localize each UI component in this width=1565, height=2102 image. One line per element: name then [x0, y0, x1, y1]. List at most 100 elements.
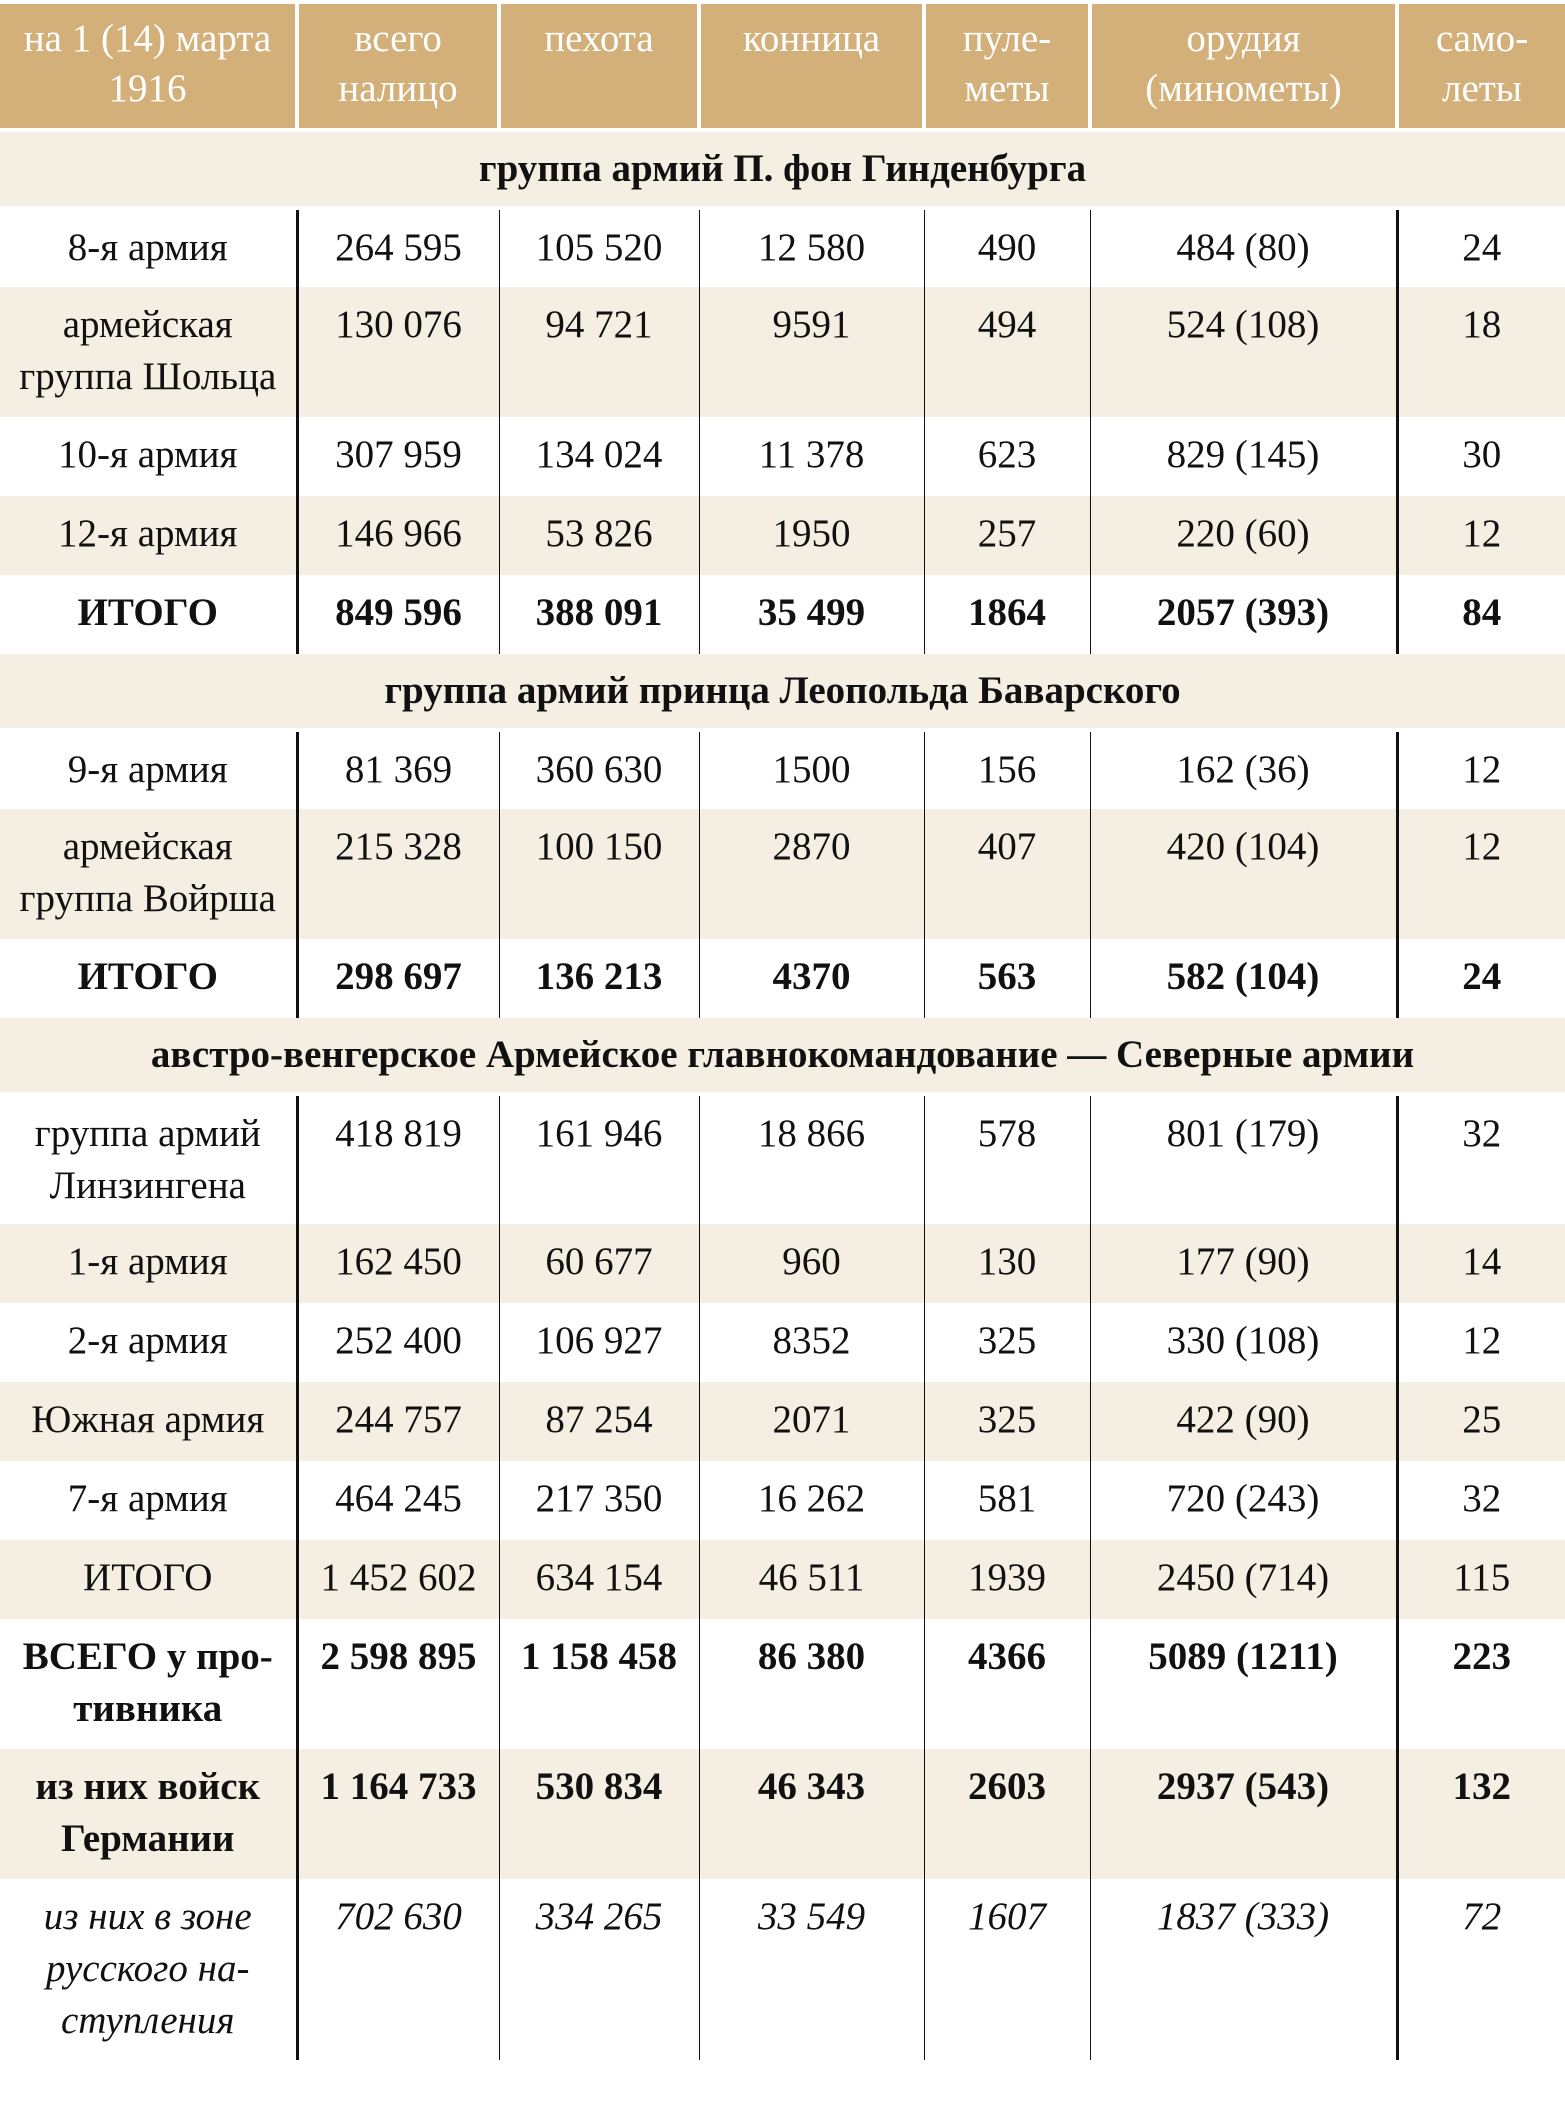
cell-cavalry: 12 580 — [698, 208, 924, 287]
header-date: на 1 (14) марта 1916 — [0, 4, 297, 130]
cell-cavalry: 9591 — [698, 287, 924, 417]
cell-aircraft: 30 — [1395, 417, 1565, 496]
header-row: на 1 (14) марта 1916 всего налицо пехота… — [0, 4, 1565, 130]
cell-infantry: 100 150 — [498, 809, 699, 939]
cell-guns: 220 (60) — [1089, 496, 1397, 575]
row-label: 1-я армия — [0, 1224, 297, 1303]
cell-guns: 801 (179) — [1089, 1094, 1397, 1224]
cell-guns: 524 (108) — [1089, 287, 1397, 417]
cell-guns: 420 (104) — [1089, 809, 1397, 939]
row-label: 2-я армия — [67, 1319, 228, 1362]
cell-cavalry: 11 378 — [698, 417, 924, 496]
row-label: ИТОГО — [77, 591, 218, 634]
cell-cavalry: 1500 — [698, 730, 924, 809]
table-row: армейская группа Войрша 215 328 100 150 287… — [0, 809, 1565, 939]
cell-guns: 162 (36) — [1089, 730, 1397, 809]
cell-infantry: 217 350 — [498, 1461, 699, 1540]
cell-guns: 582 (104) — [1089, 939, 1397, 1018]
cell-total: 702 630 — [295, 1879, 499, 2060]
cell-infantry: 634 154 — [498, 1540, 699, 1619]
cell-guns: 330 (108) — [1089, 1303, 1397, 1382]
row-label: армейская группа Шольца — [0, 287, 297, 417]
cell-cavalry: 2071 — [698, 1382, 924, 1461]
cell-guns: 2937 (543) — [1089, 1749, 1397, 1879]
table-row: ИТОГО 298 697 136 213 4370 563 582 (104) 24 — [0, 939, 1565, 1018]
cell-infantry: 360 630 — [498, 730, 699, 809]
cell-cavalry: 46 511 — [698, 1540, 924, 1619]
table-row: 7-я армия 464 245 217 350 16 262 581 720 (243… — [0, 1461, 1565, 1540]
cell-guns: 720 (243) — [1089, 1461, 1397, 1540]
cell-infantry: 105 520 — [498, 208, 699, 287]
cell-machine-guns: 156 — [923, 730, 1090, 809]
cell-machine-guns: 581 — [923, 1461, 1090, 1540]
cell-aircraft: 84 — [1395, 575, 1565, 654]
cell-aircraft: 14 — [1395, 1224, 1565, 1303]
table-row: ВСЕГО у про-тивника 2 598 895 1 158 458 86 … — [0, 1619, 1565, 1749]
group-title: группа армий П. фон Гинденбурга — [0, 130, 1565, 210]
cell-cavalry: 4370 — [698, 939, 924, 1018]
cell-total: 2 598 895 — [295, 1619, 499, 1749]
forces-table: на 1 (14) марта 1916 всего налицо пехота… — [0, 4, 1565, 2060]
cell-machine-guns: 1607 — [923, 1879, 1090, 2060]
cell-machine-guns: 1939 — [923, 1540, 1090, 1619]
table-row: 12-я армия 146 966 53 826 1950 257 220 (60) 12 — [0, 496, 1565, 575]
cell-total: 244 757 — [295, 1382, 499, 1461]
row-label: ИТОГО — [77, 955, 218, 998]
cell-guns: 1837 (333) — [1089, 1879, 1397, 2060]
cell-cavalry: 8352 — [698, 1303, 924, 1382]
cell-aircraft: 72 — [1395, 1879, 1565, 2060]
table-row: 8-я армия 264 595 105 520 12 580 490 484 (80)… — [0, 208, 1565, 287]
cell-guns: 5089 (1211) — [1089, 1619, 1397, 1749]
cell-cavalry: 2870 — [698, 809, 924, 939]
cell-total: 264 595 — [295, 208, 499, 287]
row-label: 9-я армия — [67, 748, 228, 791]
cell-machine-guns: 4366 — [923, 1619, 1090, 1749]
cell-cavalry: 46 343 — [698, 1749, 924, 1879]
group-header-row: австро-венгерское Армейское главнокоманд… — [0, 1018, 1565, 1096]
cell-aircraft: 12 — [1395, 496, 1565, 575]
cell-machine-guns: 407 — [923, 809, 1090, 939]
cell-aircraft: 115 — [1395, 1540, 1565, 1619]
group-title: группа армий принца Леопольда Баварского — [0, 654, 1565, 732]
cell-aircraft: 24 — [1395, 208, 1565, 287]
cell-machine-guns: 578 — [923, 1094, 1090, 1224]
cell-machine-guns: 130 — [923, 1224, 1090, 1303]
table-row: группа армий Линзингена 418 819 161 946 18 … — [0, 1094, 1565, 1224]
cell-machine-guns: 257 — [923, 496, 1090, 575]
cell-aircraft: 12 — [1395, 1303, 1565, 1382]
cell-infantry: 106 927 — [498, 1303, 699, 1382]
group-title: австро-венгерское Армейское главнокоманд… — [0, 1018, 1565, 1096]
table-row: Южная армия 244 757 87 254 2071 325 422 (90) 2… — [0, 1382, 1565, 1461]
group-header-row: группа армий принца Леопольда Баварского — [0, 654, 1565, 732]
table-row: 2-я армия 252 400 106 927 8352 325 330 (108) 1… — [0, 1303, 1565, 1382]
cell-machine-guns: 325 — [923, 1303, 1090, 1382]
header-infantry: пехота — [497, 4, 699, 130]
cell-aircraft: 32 — [1395, 1461, 1565, 1540]
cell-total: 464 245 — [295, 1461, 499, 1540]
cell-machine-guns: 623 — [923, 417, 1090, 496]
cell-infantry: 60 677 — [498, 1224, 699, 1303]
header-aircraft: само-леты — [1395, 4, 1565, 130]
cell-infantry: 53 826 — [498, 496, 699, 575]
header-cavalry: конница — [697, 4, 924, 130]
cell-total: 418 819 — [295, 1094, 499, 1224]
cell-cavalry: 18 866 — [698, 1094, 924, 1224]
cell-cavalry: 33 549 — [698, 1879, 924, 2060]
cell-aircraft: 25 — [1395, 1382, 1565, 1461]
cell-machine-guns: 563 — [923, 939, 1090, 1018]
header-machine-guns: пуле-меты — [922, 4, 1090, 130]
cell-total: 1 164 733 — [295, 1749, 499, 1879]
header-total: всего налицо — [295, 4, 499, 130]
cell-total: 1 452 602 — [295, 1540, 499, 1619]
row-label: из них в зоне русского на-ступления — [43, 1895, 252, 2042]
cell-infantry: 388 091 — [498, 575, 699, 654]
cell-machine-guns: 494 — [923, 287, 1090, 417]
cell-total: 162 450 — [295, 1224, 499, 1303]
row-label: группа армий Линзингена — [34, 1112, 261, 1207]
cell-cavalry: 86 380 — [698, 1619, 924, 1749]
table-row: 10-я армия 307 959 134 024 11 378 623 829 (14… — [0, 417, 1565, 496]
cell-guns: 177 (90) — [1089, 1224, 1397, 1303]
cell-aircraft: 12 — [1395, 730, 1565, 809]
cell-total: 215 328 — [295, 809, 499, 939]
group-header-row: группа армий П. фон Гинденбурга — [0, 130, 1565, 210]
